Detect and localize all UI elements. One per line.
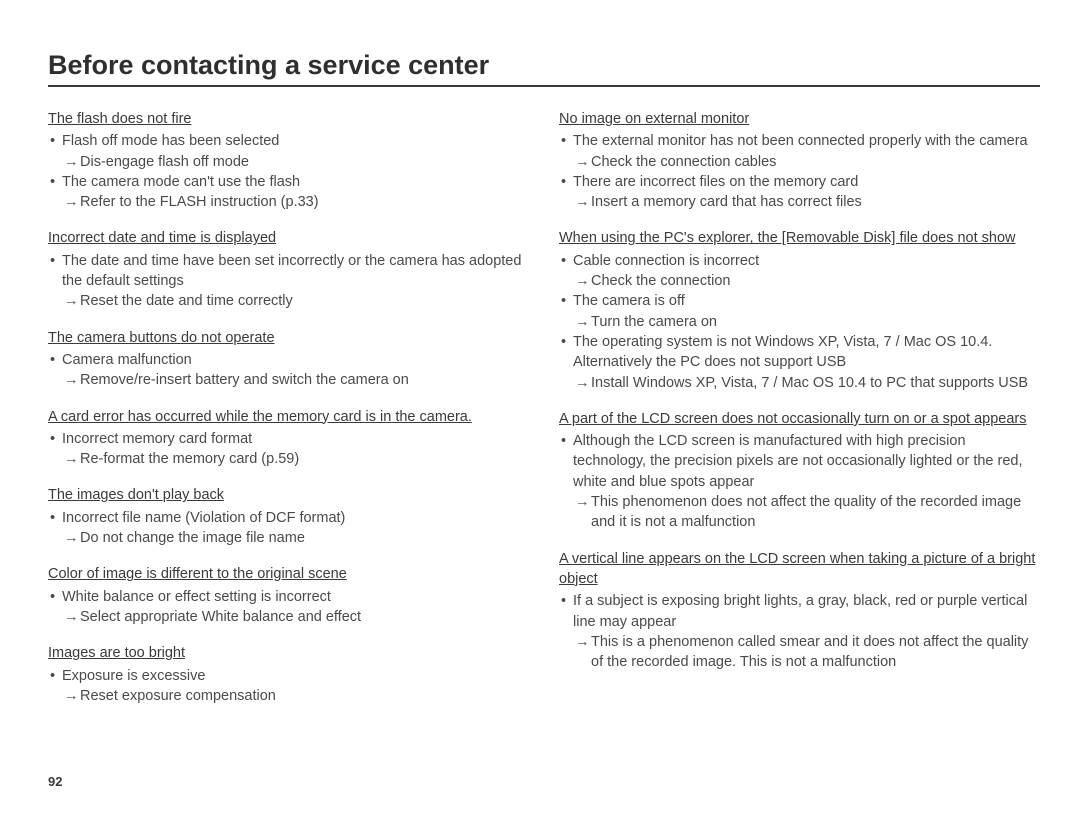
troubleshoot-section: A card error has occurred while the memo… — [48, 407, 529, 470]
section-title: When using the PC's explorer, the [Remov… — [559, 228, 1040, 248]
section-title: Color of image is different to the origi… — [48, 564, 529, 584]
section-title: The flash does not fire — [48, 109, 529, 129]
troubleshoot-section: A vertical line appears on the LCD scree… — [559, 549, 1040, 673]
section-title: Images are too bright — [48, 643, 529, 663]
cause-line: Flash off mode has been selected — [48, 131, 529, 151]
solution-line: Install Windows XP, Vista, 7 / Mac OS 10… — [559, 373, 1040, 393]
cause-line: Camera malfunction — [48, 350, 529, 370]
page-number: 92 — [48, 774, 62, 789]
troubleshoot-section: When using the PC's explorer, the [Remov… — [559, 228, 1040, 392]
troubleshoot-section: The flash does not fireFlash off mode ha… — [48, 109, 529, 212]
section-title: A vertical line appears on the LCD scree… — [559, 549, 1040, 590]
cause-line: Exposure is excessive — [48, 666, 529, 686]
solution-line: Turn the camera on — [559, 312, 1040, 332]
section-title: The camera buttons do not operate — [48, 328, 529, 348]
troubleshoot-section: Incorrect date and time is displayed The … — [48, 228, 529, 311]
cause-line: The camera is off — [559, 291, 1040, 311]
cause-line: Cable connection is incorrect — [559, 251, 1040, 271]
solution-line: Select appropriate White balance and eff… — [48, 607, 529, 627]
section-title: Incorrect date and time is displayed — [48, 228, 529, 248]
cause-line: The external monitor has not been connec… — [559, 131, 1040, 151]
solution-line: Remove/re-insert battery and switch the … — [48, 370, 529, 390]
troubleshoot-section: No image on external monitorThe external… — [559, 109, 1040, 212]
troubleshoot-section: Color of image is different to the origi… — [48, 564, 529, 627]
cause-line: If a subject is exposing bright lights, … — [559, 591, 1040, 632]
section-title: The images don't play back — [48, 485, 529, 505]
solution-line: Do not change the image file name — [48, 528, 529, 548]
solution-line: Re-format the memory card (p.59) — [48, 449, 529, 469]
solution-line: Check the connection — [559, 271, 1040, 291]
cause-line: There are incorrect files on the memory … — [559, 172, 1040, 192]
solution-line: Reset exposure compensation — [48, 686, 529, 706]
solution-line: This phenomenon does not affect the qual… — [559, 492, 1040, 533]
solution-line: Dis-engage flash off mode — [48, 152, 529, 172]
cause-line: The operating system is not Windows XP, … — [559, 332, 1040, 373]
left-column: The flash does not fireFlash off mode ha… — [48, 109, 529, 722]
troubleshoot-section: The images don't play back Incorrect file… — [48, 485, 529, 548]
solution-line: Reset the date and time correctly — [48, 291, 529, 311]
cause-line: White balance or effect setting is incor… — [48, 587, 529, 607]
section-title: A part of the LCD screen does not occasi… — [559, 409, 1040, 429]
solution-line: Refer to the FLASH instruction (p.33) — [48, 192, 529, 212]
troubleshoot-section: Images are too bright Exposure is excessi… — [48, 643, 529, 706]
cause-line: The date and time have been set incorrec… — [48, 251, 529, 292]
solution-line: Check the connection cables — [559, 152, 1040, 172]
right-column: No image on external monitorThe external… — [559, 109, 1040, 722]
cause-line: Incorrect memory card format — [48, 429, 529, 449]
troubleshoot-section: A part of the LCD screen does not occasi… — [559, 409, 1040, 533]
manual-page: Before contacting a service center The f… — [0, 0, 1080, 815]
page-title: Before contacting a service center — [48, 50, 1040, 87]
solution-line: This is a phenomenon called smear and it… — [559, 632, 1040, 673]
content-columns: The flash does not fireFlash off mode ha… — [48, 109, 1040, 722]
cause-line: The camera mode can't use the flash — [48, 172, 529, 192]
cause-line: Incorrect file name (Violation of DCF fo… — [48, 508, 529, 528]
section-title: A card error has occurred while the memo… — [48, 407, 529, 427]
section-title: No image on external monitor — [559, 109, 1040, 129]
solution-line: Insert a memory card that has correct fi… — [559, 192, 1040, 212]
cause-line: Although the LCD screen is manufactured … — [559, 431, 1040, 492]
troubleshoot-section: The camera buttons do not operateCamera … — [48, 328, 529, 391]
